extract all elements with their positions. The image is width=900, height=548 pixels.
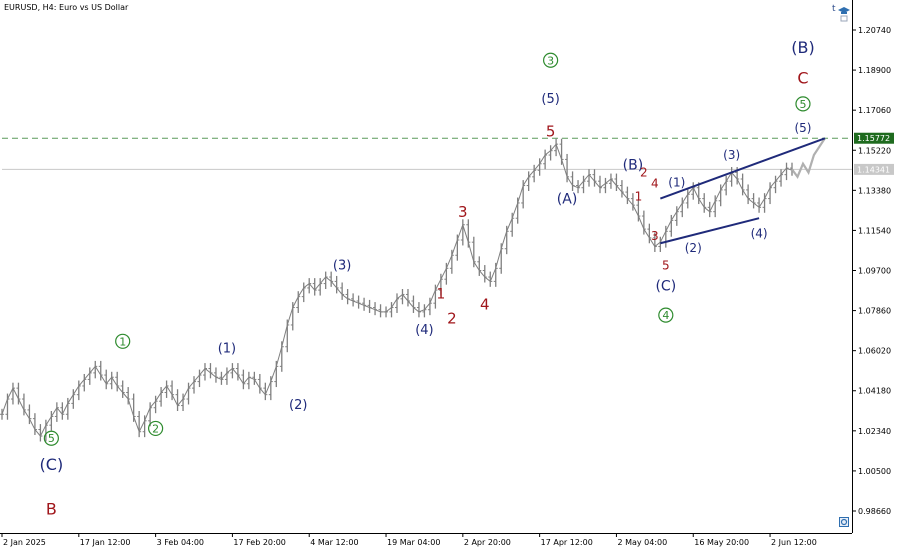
trading-icon-glyph: t: [832, 4, 836, 14]
x-tick-label: 2 Apr 20:00: [464, 538, 511, 547]
wave-label: 5: [48, 432, 55, 445]
x-tick-label: 19 Mar 04:00: [387, 538, 440, 547]
x-tick-label: 17 Apr 12:00: [541, 538, 593, 547]
wave-label-circle: [43, 430, 59, 446]
wave-label: (B): [791, 38, 814, 57]
y-tick-label: 1.17060: [858, 106, 891, 115]
wave-overlays: (C)5B12(1)(2)(3)(4)12343(5)5(A)(B)2413(1…: [40, 38, 826, 519]
level-lines: [2, 137, 852, 170]
wave-label: 1: [436, 286, 445, 302]
wave-label: (C): [40, 455, 64, 474]
x-tick-label: 17 Jan 12:00: [80, 538, 131, 547]
price-badges: 1.15772 1.14341: [854, 132, 894, 175]
y-tick-label: 1.13380: [858, 186, 891, 195]
y-tick-label: 1.20740: [858, 26, 891, 35]
wave-label: (2): [289, 398, 307, 413]
x-tick-label: 16 May 20:00: [694, 538, 749, 547]
wave-label-circle: [115, 333, 131, 349]
price-axis[interactable]: 1.20740 1.18900 1.17060 1.15220 1.13380 1.115…: [852, 26, 891, 516]
y-tick-label: 1.02340: [858, 427, 891, 436]
wave-label: (4): [415, 323, 433, 338]
wave-label: 1: [119, 335, 126, 348]
wave-label: 3: [458, 203, 468, 221]
wave-label-circle: [658, 307, 674, 323]
y-tick-label: 0.98660: [858, 507, 891, 516]
x-tick-label: 2 May 04:00: [617, 538, 667, 547]
wave-label: 5: [662, 258, 670, 272]
y-tick-label: 1.07860: [858, 307, 891, 316]
wave-label-circle: [795, 96, 811, 112]
wave-label-circle: [543, 52, 559, 68]
chart-header: EURUSD, H4: Euro vs US Dollar: [4, 3, 129, 12]
price-series: [0, 138, 794, 442]
wave-label: C: [797, 68, 808, 87]
trading-icon[interactable]: t: [832, 4, 836, 14]
current-price-badge: [854, 163, 894, 175]
y-tick-label: 1.09700: [858, 267, 891, 276]
wave-label: 4: [480, 296, 490, 314]
timeframe-label: H4: [42, 3, 54, 12]
projection-path: [791, 137, 826, 179]
wave-label: 2: [152, 422, 159, 435]
current-price-badge-label: 1.14341: [857, 165, 890, 174]
wave-label: 2: [640, 166, 648, 180]
wave-label: 3: [651, 229, 659, 243]
channel-upper-line: [659, 137, 826, 200]
wave-label: B: [46, 500, 57, 519]
wave-label: (5): [794, 121, 811, 135]
circle-marker-icon[interactable]: [839, 517, 849, 527]
wave-label: (1): [218, 341, 236, 356]
level-price-badge-label: 1.15772: [857, 134, 890, 143]
time-axis[interactable]: 2 Jan 2025 17 Jan 12:00 3 Feb 04:00 17 Feb …: [1, 533, 817, 547]
y-tick-label: 1.04180: [858, 387, 891, 396]
wave-label-circle: [148, 420, 164, 437]
x-tick-label: 4 Mar 12:00: [310, 538, 358, 547]
wave-label: 1: [635, 190, 643, 204]
wave-label: (3): [723, 148, 740, 162]
wave-label: (1): [668, 175, 685, 189]
wave-label: (B): [623, 158, 644, 174]
wave-label: (2): [685, 241, 702, 255]
x-tick-label: 2 Jun 12:00: [771, 538, 817, 547]
graduation-cap-icon[interactable]: [838, 6, 850, 22]
x-tick-label: 2 Jan 2025: [3, 538, 46, 547]
wave-label: (4): [751, 227, 768, 241]
wave-label: (A): [557, 192, 578, 208]
wave-label: (C): [655, 279, 676, 295]
y-tick-label: 1.15220: [858, 146, 891, 155]
channel-lower-line: [660, 217, 760, 245]
level-price-badge: [854, 132, 894, 144]
y-tick-label: 1.18900: [858, 66, 891, 75]
price-line: [1, 143, 793, 438]
y-tick-label: 1.11540: [858, 226, 891, 235]
symbol-description: Euro vs US Dollar: [59, 3, 129, 12]
wave-label: 5: [546, 122, 556, 140]
wave-label: 4: [662, 309, 669, 322]
x-tick-label: 3 Feb 04:00: [157, 538, 204, 547]
wave-label: 4: [651, 177, 659, 191]
x-tick-label: 17 Feb 20:00: [233, 538, 285, 547]
wave-label: (3): [333, 259, 351, 274]
y-tick-label: 1.00500: [858, 467, 891, 476]
y-tick-label: 1.06020: [858, 347, 891, 356]
wave-label: (5): [541, 92, 559, 107]
wave-label: 5: [799, 98, 806, 111]
wave-label: 2: [447, 310, 457, 328]
wave-label: 3: [547, 54, 554, 67]
symbol-label: EURUSD: [4, 3, 38, 12]
